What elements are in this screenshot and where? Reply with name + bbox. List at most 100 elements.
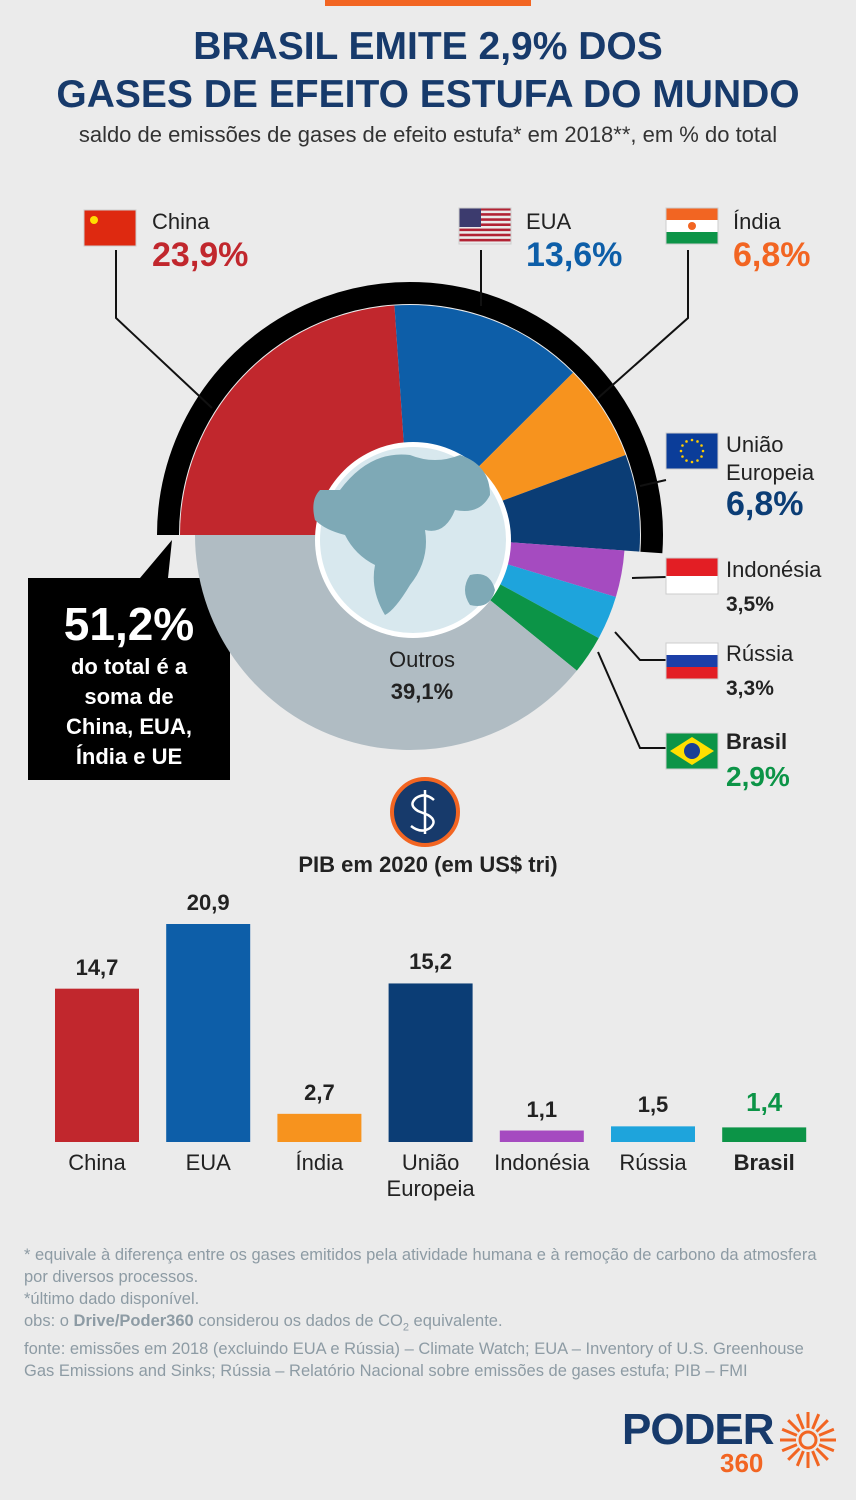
bar	[722, 1127, 807, 1142]
pie-value: 13,6%	[526, 236, 623, 274]
logo-ray	[795, 1450, 805, 1467]
flag-part	[459, 233, 511, 237]
flag-part	[459, 213, 511, 216]
flag-part	[684, 743, 700, 759]
logo-ray	[815, 1419, 829, 1433]
leader-line	[597, 250, 689, 399]
flag	[665, 732, 719, 770]
callout-box	[28, 540, 230, 780]
flag-part	[685, 459, 688, 462]
flag-part	[696, 459, 699, 462]
bar-category: Brasil	[733, 1150, 795, 1175]
flag-part	[665, 432, 719, 470]
logo-ray	[787, 1419, 801, 1433]
logo-ray	[781, 1427, 798, 1437]
logo-ray	[781, 1443, 798, 1453]
logo-name: PODER	[622, 1405, 774, 1454]
bar	[166, 924, 251, 1142]
bar-category: Indonésia	[494, 1150, 590, 1175]
flag-part	[690, 460, 694, 464]
flag-part	[666, 232, 718, 244]
flag	[665, 207, 719, 245]
flag-part	[685, 440, 688, 443]
flag	[665, 642, 719, 680]
bar-value: 1,1	[526, 1096, 558, 1122]
flag-part	[665, 557, 719, 595]
bar	[388, 983, 473, 1142]
flag-part	[665, 207, 719, 245]
pie-label: China	[152, 209, 210, 234]
bar-title: PIB em 2020 (em US$ tri)	[298, 852, 558, 877]
flag-part	[459, 238, 511, 242]
pie-slice	[195, 535, 577, 750]
flag-part	[666, 208, 718, 220]
flag-part	[666, 667, 718, 679]
title-line: BRASIL EMITE 2,9% DOS	[193, 25, 663, 68]
obs-text: considerou os dados de CO	[193, 1312, 403, 1330]
flag-part	[666, 558, 718, 576]
bar-value: 14,7	[75, 954, 119, 980]
flag-part	[666, 643, 718, 655]
bar	[499, 1130, 584, 1142]
bar-category: Índia	[295, 1150, 344, 1175]
bar-category: Rússia	[619, 1150, 687, 1175]
logo-ray	[811, 1450, 821, 1467]
pie-value: 39,1%	[390, 679, 454, 704]
bar-category: EUA	[185, 1150, 231, 1175]
flag-part	[690, 438, 694, 442]
pie-label: Brasil	[726, 729, 788, 754]
callout: 51,2% do total é a soma de China, EUA, Í…	[28, 578, 230, 780]
logo-ray	[811, 1413, 821, 1430]
flag-part	[84, 210, 136, 246]
flag	[83, 209, 137, 247]
bar-value: 15,2	[409, 949, 452, 975]
bar-category: China	[68, 1150, 126, 1175]
note: * equivale à diferença entre os gases em…	[24, 1246, 817, 1286]
flag-part	[679, 449, 683, 453]
globe-land	[465, 574, 495, 606]
logo-ray	[787, 1447, 801, 1461]
pie-value: 23,9%	[152, 236, 249, 274]
leader-line	[597, 651, 666, 749]
flag	[665, 557, 719, 595]
bar-value: 1,5	[637, 1092, 669, 1118]
flag-part	[458, 207, 512, 245]
globe-land	[313, 454, 490, 615]
leader-line	[115, 250, 213, 409]
leader-line	[639, 479, 667, 487]
pie-label: Rússia	[726, 641, 794, 666]
bar-value: 1,4	[746, 1087, 783, 1118]
bar	[611, 1126, 695, 1142]
top-accent	[325, 0, 531, 6]
obs-sub: 2	[402, 1321, 409, 1334]
bar-category: União Europeia	[386, 1150, 475, 1201]
flag-part	[665, 642, 719, 680]
flag	[665, 432, 719, 470]
pie-value: 6,8%	[733, 236, 811, 274]
flag-part	[459, 218, 511, 221]
callout-text: do total é a soma de China, EUA, Índia e…	[66, 654, 192, 769]
bar-value: 20,9	[186, 890, 230, 915]
flag-part	[700, 444, 703, 447]
pie-value: 2,9%	[726, 761, 790, 792]
bar-value: 2,7	[304, 1079, 335, 1105]
pie-label: EUA	[526, 209, 572, 234]
obs: obs: o Drive/Poder360 considerou os dado…	[24, 1310, 836, 1338]
pie-label: União Europeia	[726, 432, 815, 485]
flag-part	[459, 223, 511, 226]
logo-sun	[798, 1430, 818, 1450]
flag	[458, 207, 512, 245]
logo-number: 360	[720, 1448, 764, 1478]
title-line: GASES DE EFEITO ESTUFA DO MUNDO	[56, 73, 800, 116]
flag-part	[666, 576, 718, 594]
note: *último dado disponível.	[24, 1290, 200, 1308]
callout-value: 51,2%	[63, 598, 195, 650]
flag-part	[681, 444, 684, 447]
flag-part	[665, 732, 719, 770]
pie-value: 3,3%	[726, 677, 774, 700]
source: fonte: emissões em 2018 (excluindo EUA e…	[24, 1340, 804, 1381]
flag-part	[83, 209, 137, 247]
logo-ray	[818, 1443, 835, 1453]
